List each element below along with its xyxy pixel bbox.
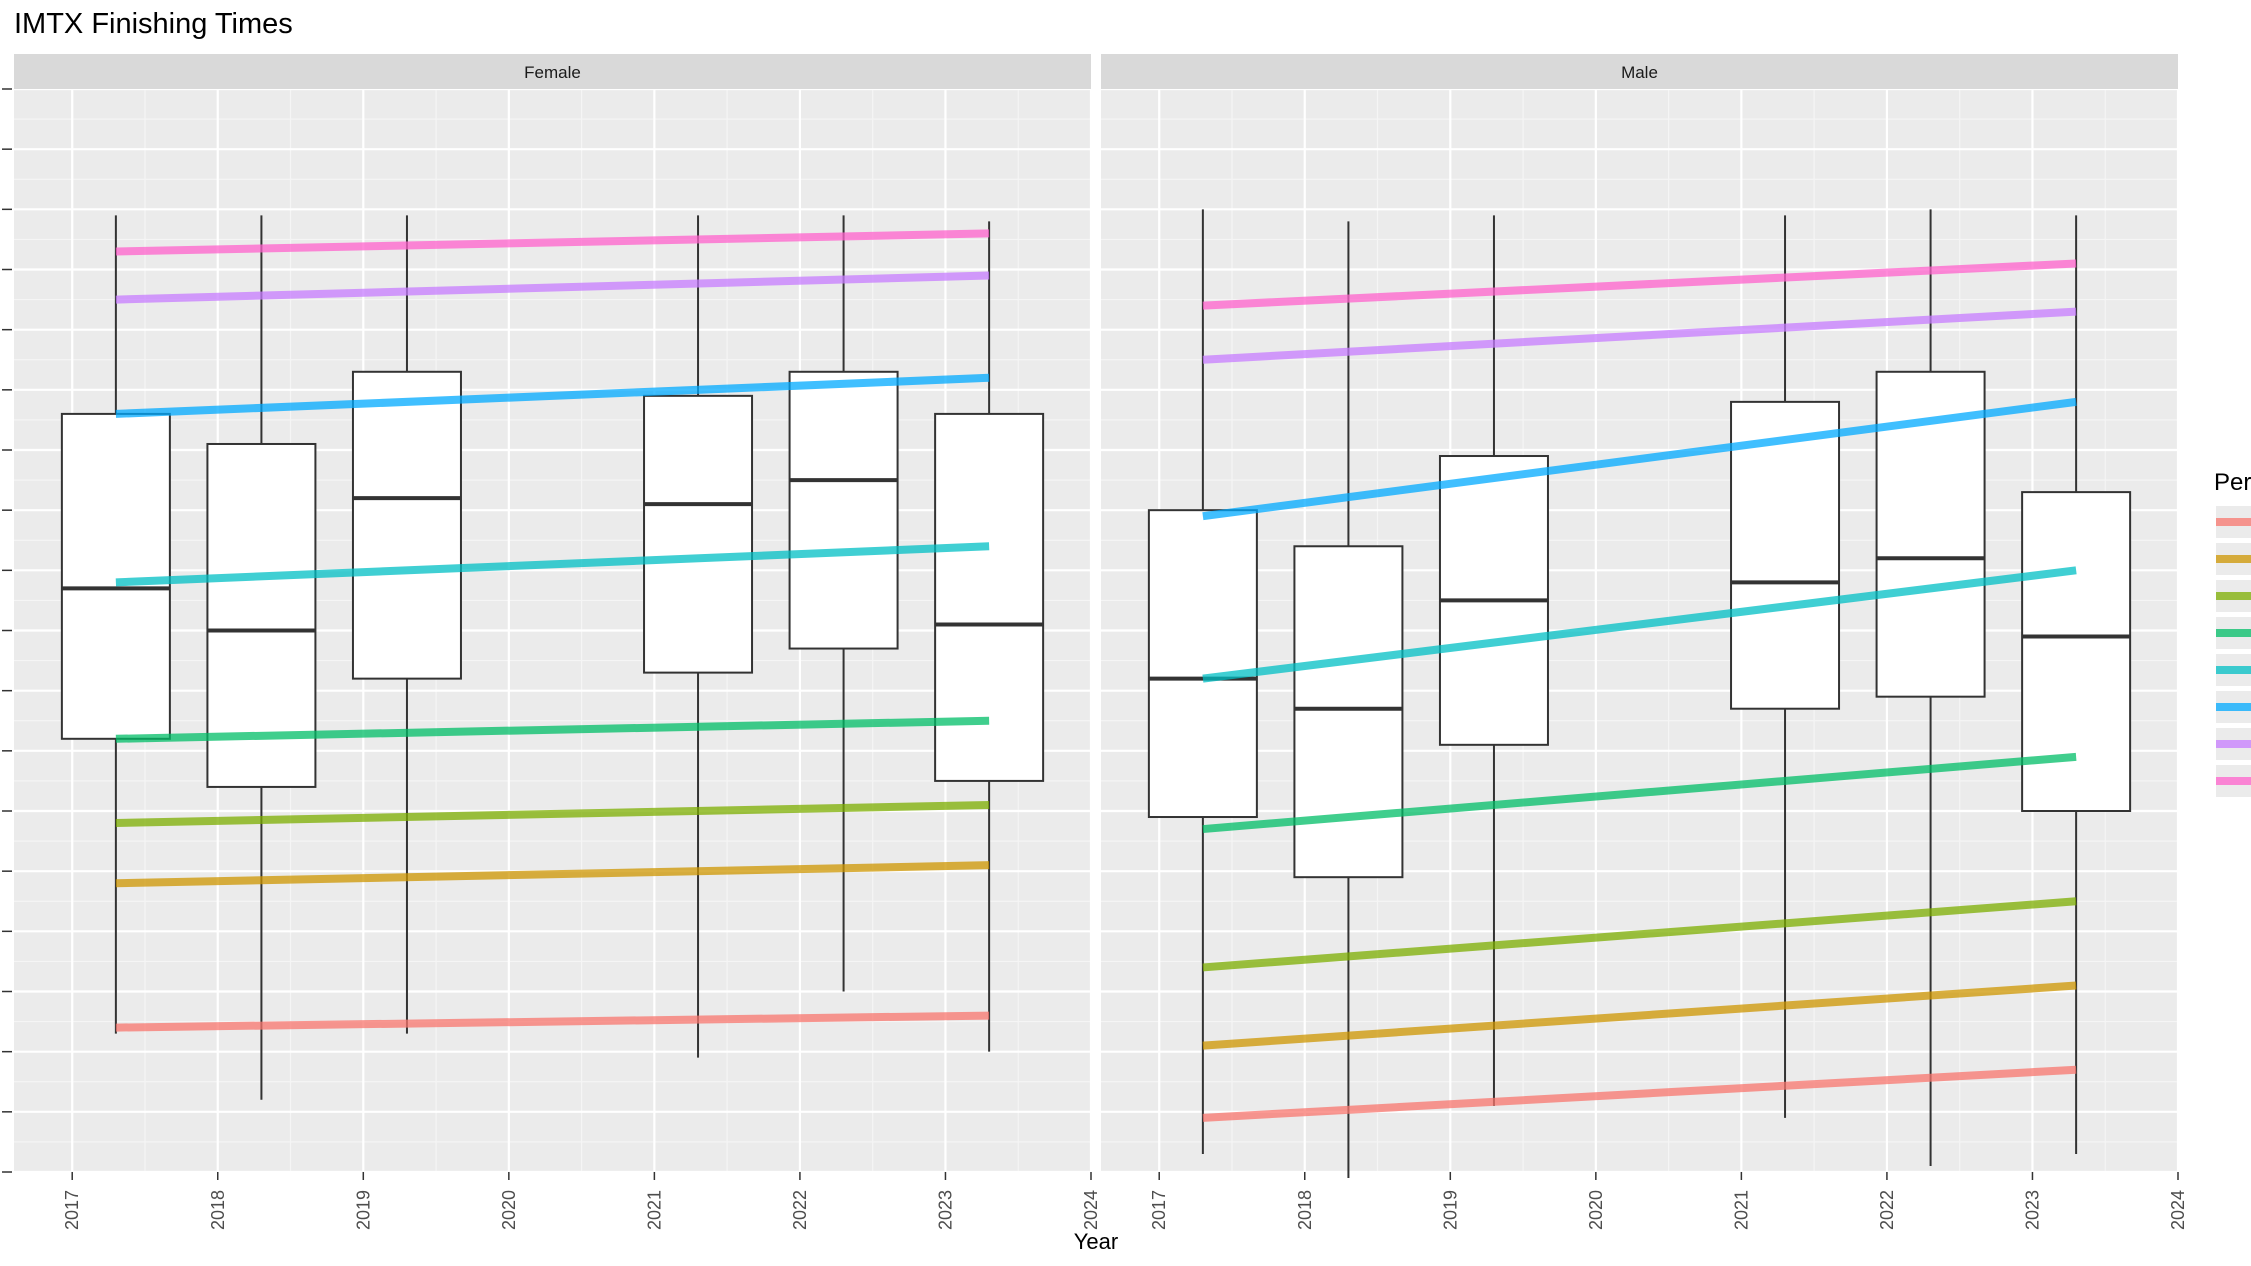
x-tick-label: 2024 — [2168, 1190, 2188, 1230]
trend-line-3 — [1202, 897, 2077, 972]
trend-line-1 — [115, 1011, 990, 1032]
panel-female: Female 2017 2018 2019 2020 2021 2022 2023 2024 — [14, 54, 1101, 1230]
box — [934, 412, 1045, 782]
trend-line-5 — [1202, 566, 2077, 683]
boxplot-2017 — [60, 215, 171, 1034]
x-tick-label: 2017 — [62, 1190, 82, 1230]
x-tick-label: 2024 — [1081, 1190, 1101, 1230]
box — [60, 412, 171, 740]
boxplot-2018 — [206, 215, 317, 1100]
x-tick-label: 2018 — [1295, 1190, 1315, 1230]
x-tick-label: 2022 — [1877, 1190, 1897, 1230]
x-tick-label: 2018 — [208, 1190, 228, 1230]
boxplot-2021 — [1730, 215, 1841, 1118]
x-tick-label: 2020 — [1586, 1190, 1606, 1230]
trend-line-1 — [1202, 1065, 2077, 1122]
trend-line-4 — [1202, 752, 2077, 834]
facet-strip — [14, 54, 1091, 89]
chart-title: IMTX Finishing Times — [14, 8, 293, 40]
trend-line-4 — [115, 716, 990, 743]
x-tick-label: 2023 — [2022, 1190, 2042, 1230]
box — [206, 442, 317, 788]
box — [643, 394, 754, 674]
trend-line-8 — [1202, 259, 2077, 310]
trend-line-7 — [1202, 307, 2077, 364]
boxplot-2021 — [643, 215, 754, 1058]
legend-title: Per — [2214, 469, 2251, 496]
boxplot-2019 — [351, 215, 462, 1034]
x-tick-label: 2022 — [790, 1190, 810, 1230]
x-tick-label: 2020 — [499, 1190, 519, 1230]
trend-line-8 — [115, 229, 990, 256]
trend-line-6 — [1202, 397, 2077, 521]
trend-line-3 — [115, 800, 990, 828]
box — [788, 370, 899, 650]
x-tick-label: 2021 — [644, 1190, 664, 1230]
box — [351, 370, 462, 680]
panel-male: Male 2017 2018 2019 2020 2021 2022 2023 2024 — [1101, 54, 2188, 1230]
facet-label: Male — [1621, 63, 1658, 82]
box — [1147, 509, 1258, 819]
facet-strip — [1101, 54, 2178, 89]
box — [1293, 545, 1404, 879]
x-tick-label: 2019 — [1440, 1190, 1460, 1230]
trend-line-2 — [115, 861, 990, 888]
trend-line-7 — [115, 271, 990, 304]
boxplot-2019 — [1438, 215, 1549, 1106]
boxplot-2022 — [788, 215, 899, 992]
box — [1730, 400, 1841, 710]
x-tick-label: 2017 — [1149, 1190, 1169, 1230]
x-tick-label: 2019 — [353, 1190, 373, 1230]
x-tick-label: 2021 — [1731, 1190, 1751, 1230]
trend-line-2 — [1202, 981, 2077, 1050]
x-axis-title: Year — [1074, 1229, 1118, 1254]
trend-line-5 — [115, 542, 990, 587]
trend-line-6 — [115, 373, 990, 418]
facet-label: Female — [524, 63, 581, 82]
x-tick-label: 2023 — [935, 1190, 955, 1230]
